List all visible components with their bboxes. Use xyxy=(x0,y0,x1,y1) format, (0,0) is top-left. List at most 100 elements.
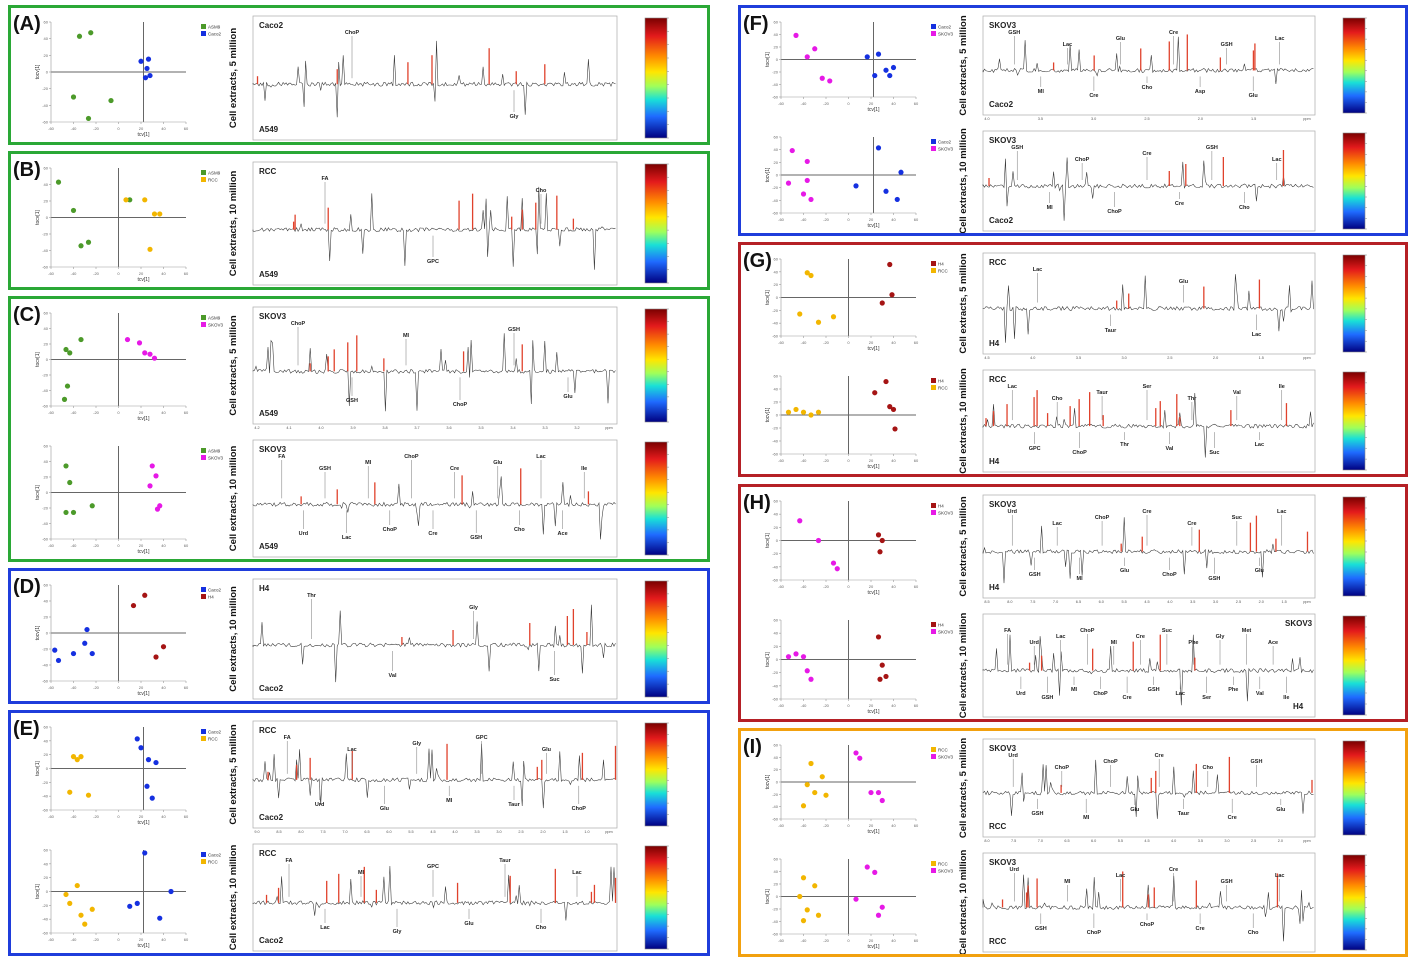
svg-text:-60: -60 xyxy=(778,340,785,345)
panel-C-group-1-cell-extract-label: Cell extracts, 10 million xyxy=(228,446,239,552)
panel-D-group-0-point-9 xyxy=(160,644,167,650)
panel-label-B: (B) xyxy=(13,159,41,181)
panel-B-group-0-point-6 xyxy=(142,197,148,203)
svg-text:0: 0 xyxy=(776,57,779,62)
panel-E: (E) -60 60 -40 40 -20 20 0 0 20 -20 40 -40 60 -60 tcv[1… xyxy=(8,710,710,956)
panel-F-group-1-cell-extract-label: Cell extracts, 10 million xyxy=(958,128,969,233)
panel-E-group-0-metabolite-5: MI xyxy=(446,798,453,804)
panel-H-group-1-metabolite-9: Cre xyxy=(1123,695,1132,701)
panel-B: (B) -60 60 -40 40 -20 20 0 0 20 -20 40 -40 60 -60 tcv[1… xyxy=(8,151,710,290)
panel-F-group-0-point-2 xyxy=(804,54,810,60)
panel-A-group-0-legend-label-0: ASM9 xyxy=(208,25,221,30)
panel-G-group-1-metabolite-11: Lac xyxy=(1255,442,1264,448)
svg-text:-60: -60 xyxy=(772,95,779,100)
panel-F-group-1-metabolite-8: Lac xyxy=(1272,157,1281,163)
panel-B-group-0-spectrum: RCCA549FAGPCCho8.58.48.38.28.18.03.93.83… xyxy=(252,161,618,286)
panel-F-group-1-metabolite-3: ChoP xyxy=(1107,209,1122,215)
panel-B-group-0-top-sample: RCC xyxy=(259,167,277,176)
panel-F-group-1-metabolite-1: MI xyxy=(1047,205,1054,211)
panel-C-group-0-ppm-tick-2: 4.0 xyxy=(318,426,323,430)
panel-E-group-0-point-8 xyxy=(153,759,159,766)
svg-text:20: 20 xyxy=(139,814,144,819)
panel-H-group-1-metabolite-10: Cre xyxy=(1136,634,1145,640)
panel-F-group-0-ylabel: tocv[1] xyxy=(765,52,771,67)
panel-I-group-0-metabolite-6: Cre xyxy=(1155,753,1164,759)
panel-D-group-0-spectrum: H4Caco2ThrValGlySuc4.24.03.83.63.43.23.0… xyxy=(252,578,618,700)
panel-B-group-0-point-1 xyxy=(70,207,77,214)
panel-H-group-0-legend-swatch-1 xyxy=(931,510,936,515)
panel-F-group-1-point-4 xyxy=(800,191,807,197)
svg-text:20: 20 xyxy=(139,937,144,942)
panel-E-group-1-metabolite-7: Cho xyxy=(536,925,547,931)
panel-H-group-1-top-sample-right: SKOV3 xyxy=(1285,619,1313,628)
panel-C-group-0-metabolite-4: GSH xyxy=(508,327,520,333)
svg-text:-20: -20 xyxy=(772,185,779,190)
panel-E-group-1-legend-swatch-0 xyxy=(201,852,206,857)
panel-I-group-0-legend-label-0: RCC xyxy=(938,748,948,753)
panel-F-group-1-xlabel: tcv[1] xyxy=(868,223,881,229)
svg-text:20: 20 xyxy=(139,685,144,690)
panel-B-group-0-metabolite-0: FA xyxy=(321,176,328,182)
panel-F-group-0-point-8 xyxy=(872,72,878,79)
svg-text:0: 0 xyxy=(117,271,120,276)
svg-text:20: 20 xyxy=(44,752,49,757)
panel-G-group-1-metabolite-10: Val xyxy=(1233,390,1241,396)
panel-F-group-0-metabolite-6: Cre xyxy=(1169,30,1178,36)
panel-I-group-0-ppm-tick-12: ppm xyxy=(1303,839,1310,843)
panel-I-group-0-spectrum: SKOV3 RCC Urd GSH ChoP MI ChoP Glu Cre Taur Cho Cre… xyxy=(982,738,1316,843)
svg-text:20: 20 xyxy=(869,703,874,708)
panel-E-group-0-spectrum: RCC Caco2 FA Urd Lac Glu Gly MI GPC Taur Glu ChoP 9.… xyxy=(252,720,618,834)
panel-I-group-1-legend-label-1: SKOV3 xyxy=(938,869,954,874)
panel-I-group-1-point-10 xyxy=(875,912,882,918)
panel-F-group-0-point-6 xyxy=(875,51,882,57)
panel-H-group-1-xlabel: tcv[1] xyxy=(868,709,881,715)
panel-H-group-1-metabolite-13: Lac xyxy=(1175,691,1184,697)
svg-text:-40: -40 xyxy=(42,388,49,393)
panel-I-group-0-point-3 xyxy=(812,789,818,796)
svg-text:0: 0 xyxy=(847,340,850,345)
svg-text:-60: -60 xyxy=(42,931,49,936)
svg-text:-40: -40 xyxy=(772,82,779,87)
svg-text:-40: -40 xyxy=(71,814,78,819)
panel-A-group-0-xlabel: tcv[1] xyxy=(138,132,151,138)
panel-F-group-0-metabolite-8: GSH xyxy=(1221,42,1233,48)
svg-text:60: 60 xyxy=(914,458,919,463)
panel-C-group-0-spectrum: SKOV3 A549 ChoP GSH MI ChoP GSH Glu 4.2 4.1 4.0 3.9… xyxy=(252,306,618,430)
panel-G-group-0-top-sample: RCC xyxy=(989,258,1007,267)
panel-E-group-0-top-sample: RCC xyxy=(259,726,277,735)
panel-F-group-0-ppm-tick-6: ppm xyxy=(1303,117,1310,121)
svg-text:20: 20 xyxy=(869,584,874,589)
svg-text:60: 60 xyxy=(44,848,49,853)
panel-H-group-1-metabolite-18: Met xyxy=(1242,628,1252,634)
svg-text:60: 60 xyxy=(774,257,779,262)
panel-F-group-1-point-8 xyxy=(883,188,889,194)
panel-G-group-0-metabolite-0: Lac xyxy=(1033,267,1042,273)
panel-C-group-1-scatter: -60 60 -40 40 -20 20 0 0 20 -20 40 -40 60 -60 tcv[1] to… xyxy=(35,444,224,556)
panel-D-group-0-legend-swatch-0 xyxy=(201,587,206,592)
svg-text:0: 0 xyxy=(847,584,850,589)
svg-text:20: 20 xyxy=(139,126,144,131)
panel-C-group-1-metabolite-4: MI xyxy=(365,460,372,466)
panel-I-group-0-scatter: -60 60 -40 40 -20 20 0 0 20 -20 40 -40 60 -60 tcv[1] to… xyxy=(765,743,954,836)
svg-text:-20: -20 xyxy=(823,584,830,589)
svg-text:20: 20 xyxy=(869,217,874,222)
panel-F-group-1-metabolite-7: Cho xyxy=(1239,205,1250,211)
panel-F-group-0-ppm-tick-1: 3.5 xyxy=(1038,117,1043,121)
svg-text:-20: -20 xyxy=(93,410,100,415)
panel-G-group-0-ppm-tick-3: 3.0 xyxy=(1122,356,1127,360)
panel-I-group-1-metabolite-10: Lac xyxy=(1275,873,1284,879)
panel-E-group-0-metabolite-6: GPC xyxy=(476,735,488,741)
panel-C-group-1-point-3 xyxy=(70,509,77,516)
svg-text:20: 20 xyxy=(44,199,49,204)
panel-H-group-0-ppm-tick-1: 8.0 xyxy=(1007,600,1012,604)
panel-F-group-0-scatter: -60 60 -40 40 -20 20 0 0 20 -20 40 -40 60 -60 tcv[1] to… xyxy=(765,20,954,114)
panel-H-group-0-metabolite-6: Cre xyxy=(1142,509,1151,515)
panel-D-group-0-scatter: -60 60 -40 40 -20 20 0 0 20 -20 40 -40 60 -60 tcv[1] to… xyxy=(35,583,222,698)
panel-G-group-0-ppm-tick-7: ppm xyxy=(1303,356,1310,360)
svg-text:20: 20 xyxy=(774,160,779,165)
svg-text:-60: -60 xyxy=(48,126,55,131)
panel-I-group-1-point-8 xyxy=(872,869,878,875)
svg-text:40: 40 xyxy=(774,755,779,760)
panel-I-group-1-point-1 xyxy=(812,883,818,889)
panel-H-group-1-ylabel: tocv[1] xyxy=(765,652,771,667)
